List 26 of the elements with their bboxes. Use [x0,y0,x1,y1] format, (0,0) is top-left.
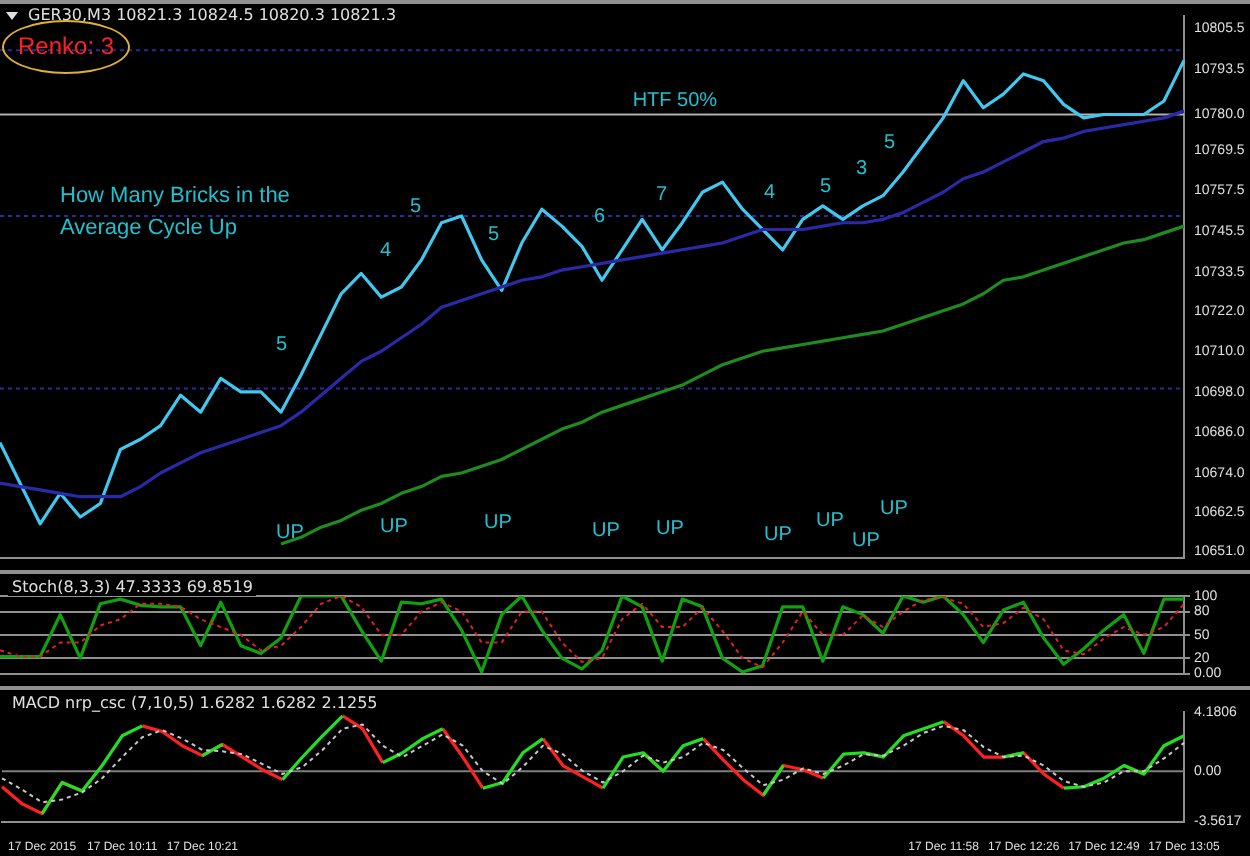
annotation: 4 [764,182,776,204]
annotation: 4 [380,240,392,262]
annotation: UP [276,522,304,544]
chart-title: Stoch(8,3,3) 47.3333 69.8519 [8,578,257,596]
annotation: 5 [410,196,422,218]
annotation: UP [484,512,512,534]
annotation: 5 [820,176,832,198]
annotation: 7 [656,184,668,206]
annotation: UP [380,516,408,538]
annotation: Renko: 3 [18,32,115,60]
annotation: 5 [488,224,500,246]
annotation: UP [592,520,620,542]
chart-title: GER30,M3 10821.3 10824.5 10820.3 10821.3 [24,6,401,24]
annotation: How Many Bricks in the Average Cycle Up [60,182,292,244]
annotation: 3 [856,158,868,180]
annotation: 5 [884,132,896,154]
ref-line-label: HTF 50% [632,90,718,113]
annotation: UP [656,518,684,540]
annotation: UP [764,524,792,546]
annotation: UP [816,510,844,532]
chart-title: MACD nrp_csc (7,10,5) 1.6282 1.6282 2.1255 [8,694,382,712]
annotation: 6 [594,206,606,228]
annotation: UP [880,498,908,520]
annotation: 5 [276,334,288,356]
annotation: UP [852,530,880,552]
line-series [1,723,1185,804]
